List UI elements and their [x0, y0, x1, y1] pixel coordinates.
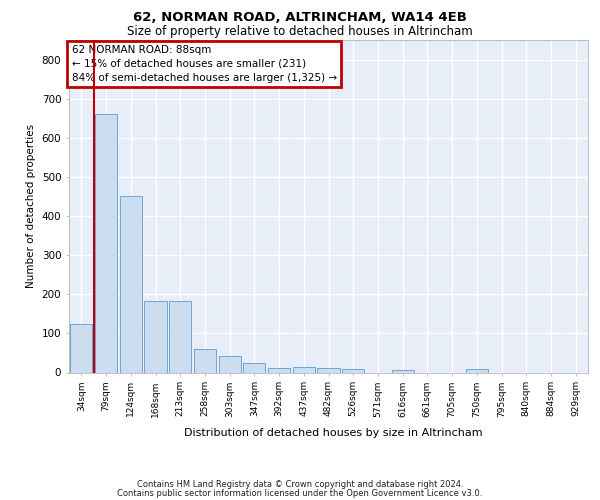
Bar [317, 368, 340, 372]
Y-axis label: Number of detached properties: Number of detached properties [26, 124, 36, 288]
Bar [268, 368, 290, 372]
Bar [342, 368, 364, 372]
Bar [70, 324, 92, 372]
Text: Contains public sector information licensed under the Open Government Licence v3: Contains public sector information licen… [118, 488, 482, 498]
Text: Distribution of detached houses by size in Altrincham: Distribution of detached houses by size … [184, 428, 482, 438]
Bar [392, 370, 414, 372]
Bar [145, 301, 167, 372]
Bar [466, 370, 488, 372]
Text: Size of property relative to detached houses in Altrincham: Size of property relative to detached ho… [127, 25, 473, 38]
Bar [293, 368, 315, 372]
Bar [218, 356, 241, 372]
Bar [119, 196, 142, 372]
Bar [95, 114, 117, 372]
Bar [243, 363, 265, 372]
Text: Contains HM Land Registry data © Crown copyright and database right 2024.: Contains HM Land Registry data © Crown c… [137, 480, 463, 489]
Text: 62 NORMAN ROAD: 88sqm
← 15% of detached houses are smaller (231)
84% of semi-det: 62 NORMAN ROAD: 88sqm ← 15% of detached … [71, 45, 337, 83]
Bar [169, 301, 191, 372]
Bar [194, 349, 216, 372]
Text: 62, NORMAN ROAD, ALTRINCHAM, WA14 4EB: 62, NORMAN ROAD, ALTRINCHAM, WA14 4EB [133, 11, 467, 24]
